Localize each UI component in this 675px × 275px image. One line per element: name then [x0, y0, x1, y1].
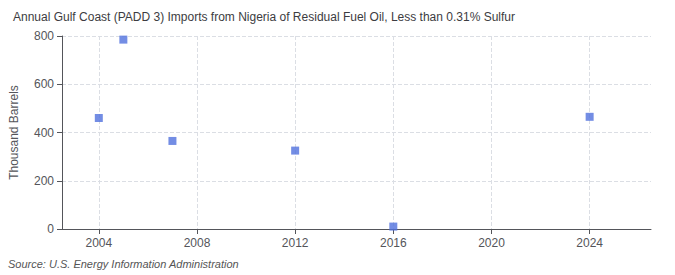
svg-text:2016: 2016 — [380, 236, 407, 250]
svg-text:2024: 2024 — [576, 236, 603, 250]
svg-text:800: 800 — [34, 29, 54, 43]
svg-text:0: 0 — [47, 222, 54, 236]
svg-text:Thousand Barrels: Thousand Barrels — [7, 85, 21, 180]
svg-text:600: 600 — [34, 77, 54, 91]
svg-text:2020: 2020 — [478, 236, 505, 250]
svg-text:2004: 2004 — [85, 236, 112, 250]
svg-text:Annual Gulf Coast (PADD 3) Imp: Annual Gulf Coast (PADD 3) Imports from … — [13, 10, 515, 24]
svg-text:200: 200 — [34, 174, 54, 188]
svg-text:Source: U.S. Energy Informatio: Source: U.S. Energy Information Administ… — [8, 258, 239, 270]
svg-text:2008: 2008 — [184, 236, 211, 250]
svg-text:2012: 2012 — [282, 236, 309, 250]
svg-text:400: 400 — [34, 126, 54, 140]
